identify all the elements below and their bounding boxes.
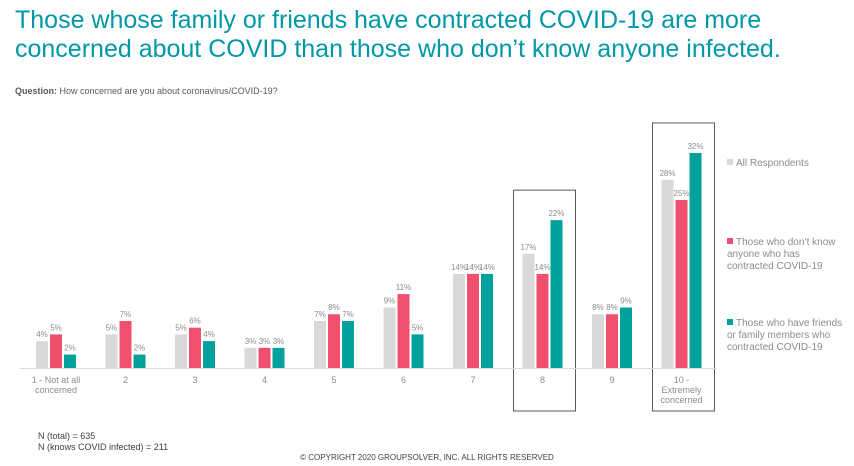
bar <box>550 220 563 368</box>
data-label: 5% <box>175 323 187 332</box>
bar <box>189 327 201 368</box>
legend-swatch-know <box>727 319 733 325</box>
data-label: 4% <box>36 330 48 339</box>
bar <box>64 354 76 368</box>
x-tick-label: 1 - Not at all <box>32 375 81 385</box>
legend-swatch-all <box>727 159 733 165</box>
data-label: 17% <box>520 243 536 252</box>
data-label: 6% <box>189 317 201 326</box>
data-label: 5% <box>50 323 62 332</box>
data-label: 8% <box>606 303 618 312</box>
bar <box>397 294 410 368</box>
bar <box>328 314 340 368</box>
x-tick-label: 10 - <box>674 375 690 385</box>
data-label: 7% <box>314 310 326 319</box>
data-label: 28% <box>659 169 675 178</box>
x-tick-label: concerned <box>35 385 77 395</box>
x-tick-label: concerned <box>660 395 702 405</box>
legend-item-know: Those who have friends or family members… <box>727 318 847 354</box>
data-label: 4% <box>203 330 215 339</box>
bar <box>689 152 702 368</box>
bar <box>606 314 618 368</box>
x-tick-label: 4 <box>262 375 267 385</box>
data-label: 8% <box>328 303 340 312</box>
data-label: 14% <box>451 263 467 272</box>
bar <box>620 307 632 368</box>
data-label: 3% <box>259 337 271 346</box>
copyright: © COPYRIGHT 2020 GROUPSOLVER, INC. ALL R… <box>300 453 554 462</box>
data-label: 8% <box>592 303 604 312</box>
highlight-box <box>513 189 576 412</box>
x-tick-label: 5 <box>331 375 336 385</box>
bar <box>119 320 132 368</box>
bar <box>133 354 146 368</box>
bar <box>175 334 187 368</box>
data-label: 7% <box>342 310 354 319</box>
x-tick-label: 6 <box>401 375 406 385</box>
bar <box>244 347 257 368</box>
data-label: 2% <box>64 344 76 353</box>
question-text: Question: How concerned are you about co… <box>15 86 278 96</box>
data-label: 3% <box>245 337 257 346</box>
highlight-box <box>652 122 715 412</box>
x-tick-label: Extremely <box>661 385 702 395</box>
legend-label-dont-know: Those who don’t know anyone who has cont… <box>727 237 836 272</box>
bar <box>105 334 118 368</box>
legend-item-dont-know: Those who don’t know anyone who has cont… <box>727 237 847 273</box>
bar <box>661 179 674 368</box>
chart-title: Those whose family or friends have contr… <box>15 6 781 63</box>
bar <box>481 273 493 368</box>
data-label: 14% <box>479 263 495 272</box>
legend-label-know: Those who have friends or family members… <box>727 318 843 353</box>
legend-label-all: All Respondents <box>736 158 809 169</box>
data-label: 14% <box>465 263 481 272</box>
question-body: How concerned are you about coronavirus/… <box>57 86 278 96</box>
data-label: 7% <box>120 310 132 319</box>
bar <box>536 273 549 368</box>
bar <box>342 320 354 368</box>
data-label: 5% <box>106 323 118 332</box>
bar <box>383 307 396 368</box>
bar <box>50 334 62 368</box>
bar <box>411 334 424 368</box>
data-label: 14% <box>534 263 550 272</box>
data-label: 9% <box>384 297 396 306</box>
bar <box>592 314 604 368</box>
bar <box>467 273 479 368</box>
data-label: 11% <box>396 283 411 292</box>
bar <box>203 341 215 368</box>
x-tick-label: 2 <box>123 375 128 385</box>
data-label: 32% <box>687 142 703 151</box>
footnote-total: N (total) = 635 <box>38 431 96 441</box>
data-label: 25% <box>673 189 689 198</box>
question-label: Question: <box>15 86 57 96</box>
legend-item-all: All Respondents <box>727 158 847 170</box>
bar <box>314 320 326 368</box>
data-label: 3% <box>273 337 285 346</box>
x-tick-label: 7 <box>470 375 475 385</box>
data-label: 22% <box>548 209 564 218</box>
bar <box>36 341 48 368</box>
x-tick-label: 8 <box>540 375 545 385</box>
bar <box>258 347 271 368</box>
bar <box>675 200 688 368</box>
footnote-infected: N (knows COVID infected) = 211 <box>38 442 169 452</box>
bar <box>522 253 535 368</box>
data-label: 2% <box>134 344 146 353</box>
data-label: 9% <box>620 297 632 306</box>
x-tick-label: 9 <box>609 375 614 385</box>
x-tick-label: 3 <box>192 375 197 385</box>
bar <box>272 347 285 368</box>
bar <box>453 273 465 368</box>
data-label: 5% <box>412 323 424 332</box>
legend-swatch-dont-know <box>727 238 733 244</box>
